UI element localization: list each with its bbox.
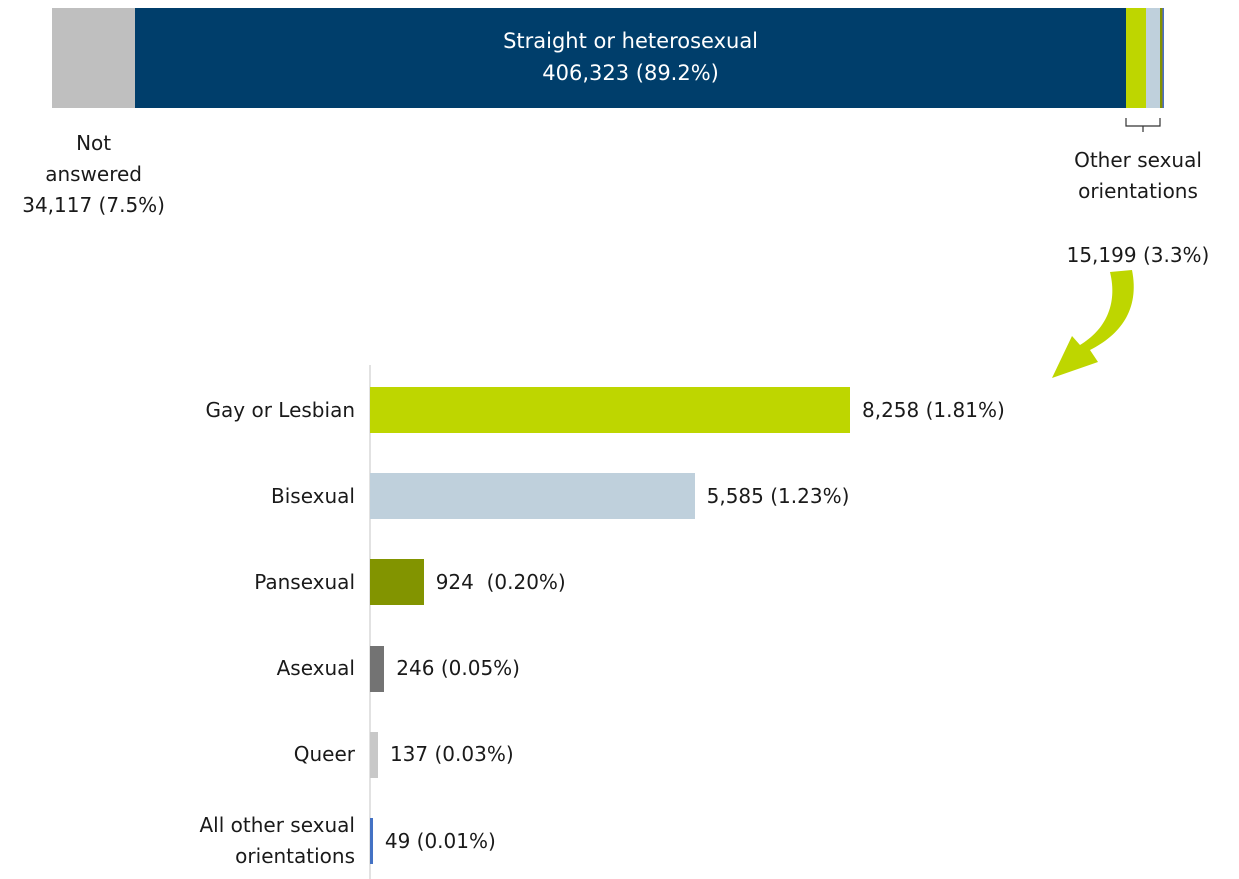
arrow [1052, 270, 1134, 378]
segment-label: Other sexual orientations [1074, 148, 1202, 203]
value-label: 137 (0.03%) [389, 742, 514, 767]
bar [370, 818, 373, 864]
bar [370, 559, 424, 606]
value-label: 924 (0.20%) [435, 569, 566, 594]
bar-subsegment [1146, 8, 1160, 108]
value-label: 34,117 (7.5%) [22, 193, 165, 217]
bar [370, 645, 385, 692]
category-label: Queer [293, 742, 355, 767]
bar-subsegment [1161, 8, 1163, 108]
bar-segment [1125, 8, 1163, 108]
bar [370, 387, 850, 433]
bar [370, 731, 378, 778]
value-label: 246 (0.05%) [396, 656, 520, 681]
bar-segment [135, 8, 1126, 108]
segment-label: Straight or heterosexual [503, 29, 759, 53]
bracket [1125, 118, 1161, 132]
category-label: All other sexual orientations [199, 813, 356, 868]
value-label: 49 (0.01%) [384, 828, 496, 853]
value-label: 406,323 (89.2%) [542, 61, 719, 85]
category-label: Bisexual [271, 483, 355, 508]
value-label: 15,199 (3.3%) [1066, 243, 1210, 267]
value-label: 8,258 (1.81%) [862, 397, 1005, 422]
bar-subsegment [1159, 8, 1162, 108]
category-label: Asexual [276, 656, 355, 681]
value-label: 5,585 (1.23%) [706, 483, 850, 508]
bar-subsegment [1125, 8, 1147, 108]
category-label: Gay or Lesbian [205, 397, 355, 422]
segment-label: Not answered [45, 131, 142, 186]
bar-segment [52, 8, 136, 108]
bar [370, 473, 695, 520]
category-label: Pansexual [254, 569, 355, 594]
